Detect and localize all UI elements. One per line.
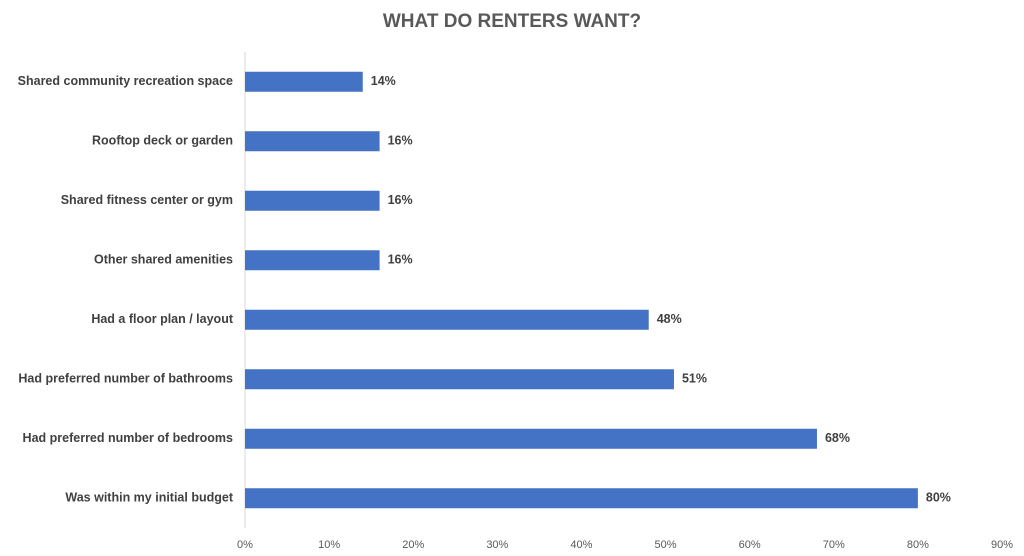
- x-tick-label: 70%: [823, 539, 845, 551]
- y-tick-label: Shared community recreation space: [18, 74, 233, 88]
- data-label: 16%: [388, 253, 413, 267]
- x-tick-label: 80%: [907, 539, 929, 551]
- x-tick-label: 30%: [486, 539, 508, 551]
- data-label: 48%: [657, 312, 682, 326]
- bar: [245, 369, 674, 390]
- x-tick-label: 50%: [655, 539, 677, 551]
- y-tick-label: Other shared amenities: [94, 253, 233, 267]
- bar: [245, 71, 363, 92]
- y-tick-label: Rooftop deck or garden: [92, 134, 233, 148]
- chart-title: WHAT DO RENTERS WANT?: [383, 11, 641, 32]
- bar: [245, 250, 380, 271]
- x-tick-label: 0%: [237, 539, 253, 551]
- data-label: 80%: [926, 491, 951, 505]
- y-tick-label: Shared fitness center or gym: [61, 193, 233, 207]
- data-label: 16%: [388, 134, 413, 148]
- y-tick-label: Had a floor plan / layout: [91, 312, 234, 326]
- x-tick-label: 10%: [318, 539, 340, 551]
- y-tick-label: Had preferred number of bedrooms: [23, 431, 233, 445]
- data-label: 51%: [682, 372, 707, 386]
- y-tick-label: Was within my initial budget: [65, 491, 233, 505]
- x-tick-label: 60%: [739, 539, 761, 551]
- data-label: 16%: [388, 193, 413, 207]
- x-tick-label: 90%: [991, 539, 1013, 551]
- bar: [245, 131, 380, 152]
- y-tick-label: Had preferred number of bathrooms: [18, 372, 233, 386]
- x-tick-label: 40%: [570, 539, 592, 551]
- bar: [245, 309, 649, 330]
- data-label: 68%: [825, 431, 850, 445]
- data-label: 14%: [371, 74, 396, 88]
- bar: [245, 488, 918, 509]
- bar: [245, 428, 817, 449]
- x-tick-label: 20%: [402, 539, 424, 551]
- bar: [245, 190, 380, 211]
